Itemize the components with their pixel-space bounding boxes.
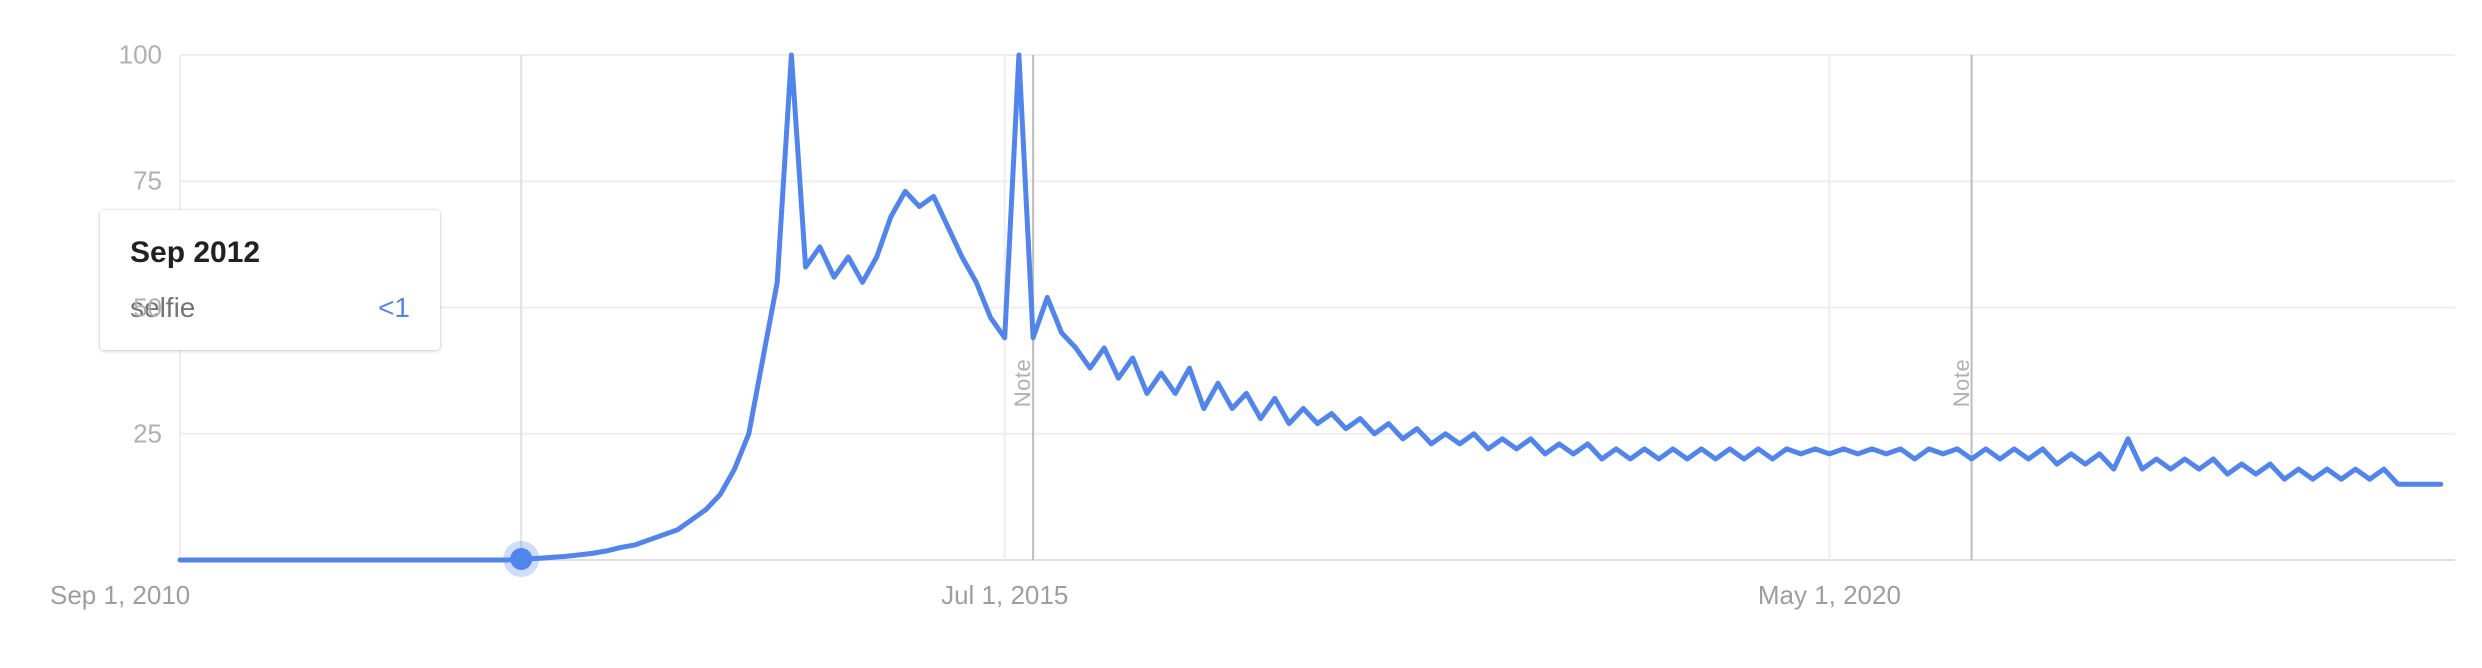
tooltip-row: selfie <1 [130,292,410,324]
y-axis-tick-label: 25 [133,418,162,449]
y-axis-tick-label: 75 [133,166,162,197]
chart-tooltip: Sep 2012 selfie <1 [100,210,440,350]
x-axis-tick-label: Sep 1, 2010 [50,580,190,611]
chart-note-label: Note [1949,359,1975,407]
x-axis-tick-label: May 1, 2020 [1758,580,1901,611]
y-axis-tick-label: 100 [119,40,162,71]
tooltip-date: Sep 2012 [130,236,410,270]
x-axis-tick-label: Jul 1, 2015 [941,580,1068,611]
chart-note-label: Note [1010,359,1036,407]
trends-line-chart: Sep 2012 selfie <1 25 50 75 100 Sep 1, 2010 J… [0,0,2482,668]
y-axis-tick-label: 50 [133,292,162,323]
tooltip-value: <1 [378,292,410,324]
